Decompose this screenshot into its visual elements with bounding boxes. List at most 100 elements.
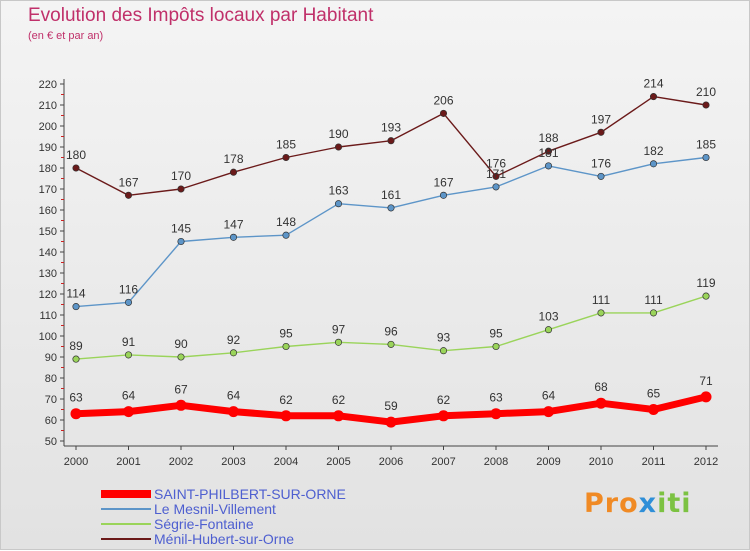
data-label: 185 — [276, 138, 296, 152]
y-tick-label: 100 — [39, 331, 57, 343]
data-label: 161 — [381, 188, 401, 202]
data-point — [124, 351, 133, 359]
data-label: 63 — [69, 391, 83, 405]
x-tick-label: 2006 — [379, 456, 403, 468]
data-label: 214 — [643, 77, 663, 91]
data-label: 147 — [223, 217, 243, 231]
data-point — [333, 410, 344, 422]
data-label: 116 — [119, 282, 138, 296]
data-point — [228, 406, 239, 418]
legend-swatch — [101, 508, 151, 510]
data-label: 89 — [69, 339, 83, 353]
data-point — [492, 342, 500, 351]
chart-subtitle: (en € et par an) — [28, 30, 104, 42]
data-label: 62 — [279, 393, 293, 407]
x-tick-label: 2002 — [169, 456, 193, 468]
data-label: 167 — [433, 175, 453, 189]
data-point — [702, 292, 710, 300]
data-label: 91 — [122, 335, 136, 349]
data-label: 111 — [592, 293, 611, 307]
data-point — [543, 406, 554, 418]
data-label: 96 — [384, 324, 398, 338]
x-tick-label: 2010 — [589, 456, 613, 468]
data-point — [702, 153, 710, 162]
data-label: 119 — [696, 276, 715, 290]
x-tick-label: 2001 — [116, 456, 140, 468]
data-point — [544, 147, 553, 155]
data-label: 171 — [486, 167, 506, 181]
data-point — [334, 143, 343, 151]
x-tick-label: 2007 — [431, 456, 455, 468]
data-point — [492, 172, 500, 180]
data-label: 59 — [384, 399, 398, 413]
data-point — [282, 231, 290, 239]
data-point — [595, 397, 607, 409]
data-point — [70, 408, 82, 420]
x-tick-label: 2012 — [694, 456, 718, 468]
data-label: 180 — [66, 148, 86, 162]
x-tick-label: 2008 — [484, 456, 508, 468]
data-point — [385, 416, 397, 428]
data-label: 163 — [328, 184, 348, 198]
legend-label: Le Mesnil-Villement — [154, 501, 276, 517]
data-label: 92 — [227, 333, 241, 347]
data-point — [387, 137, 395, 145]
legend-swatch — [101, 490, 151, 498]
data-label: 64 — [227, 389, 241, 403]
data-point — [702, 101, 710, 109]
data-point — [649, 309, 658, 317]
data-label: 95 — [489, 327, 503, 341]
data-label: 176 — [486, 156, 506, 170]
data-point — [72, 355, 80, 363]
data-point — [648, 404, 659, 415]
data-label: 62 — [332, 393, 346, 407]
data-label: 65 — [647, 387, 661, 401]
data-label: 64 — [122, 389, 136, 403]
data-label: 197 — [591, 112, 611, 126]
legend-swatch — [101, 538, 151, 540]
data-label: 190 — [328, 127, 348, 141]
y-tick-label: 200 — [39, 121, 57, 133]
data-label: 67 — [174, 382, 188, 396]
data-point — [492, 183, 500, 191]
data-label: 170 — [171, 169, 191, 183]
data-point — [282, 342, 290, 351]
data-label: 103 — [538, 310, 558, 324]
data-label: 176 — [591, 156, 611, 170]
y-tick-label: 220 — [39, 79, 57, 91]
data-point — [124, 298, 133, 306]
data-label: 178 — [223, 152, 243, 166]
data-label: 64 — [542, 389, 556, 403]
data-point — [282, 153, 290, 162]
y-tick-label: 130 — [39, 268, 57, 280]
data-point — [649, 160, 658, 168]
data-label: 206 — [433, 93, 453, 107]
data-label: 63 — [489, 391, 503, 405]
y-tick-label: 160 — [39, 205, 57, 217]
data-point — [544, 162, 553, 170]
data-point — [439, 109, 448, 117]
data-point — [597, 309, 605, 317]
x-tick-label: 2004 — [274, 456, 298, 468]
data-point — [544, 326, 553, 334]
y-tick-label: 190 — [39, 142, 57, 154]
proxiti-logo: Proxiti — [584, 488, 692, 519]
data-point — [72, 303, 80, 311]
data-point — [177, 353, 185, 361]
data-point — [597, 128, 605, 136]
data-point — [124, 191, 133, 199]
legend-label: Ségrie-Fontaine — [154, 516, 254, 532]
x-tick-label: 2003 — [221, 456, 245, 468]
data-label: 111 — [644, 293, 663, 307]
data-point — [334, 200, 343, 208]
data-label: 182 — [643, 144, 663, 158]
data-point — [123, 406, 134, 418]
data-point — [280, 410, 292, 422]
x-tick-label: 2011 — [642, 456, 666, 468]
data-point — [177, 185, 185, 193]
y-tick-label: 140 — [39, 247, 57, 259]
data-label: 167 — [118, 175, 138, 189]
data-label: 90 — [174, 337, 188, 351]
data-label: 148 — [276, 215, 296, 229]
data-point — [439, 191, 448, 199]
